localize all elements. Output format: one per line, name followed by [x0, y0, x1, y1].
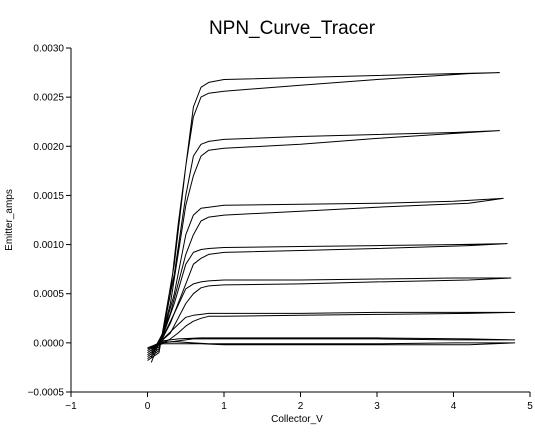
- series-line-6: [147, 311, 516, 352]
- y-tick-label: 0.0020: [33, 142, 64, 153]
- x-axis-ticks: −1 0 1 2 3 4 5: [65, 392, 533, 412]
- series-line-1: [147, 72, 500, 363]
- y-tick-label: 0.0000: [33, 338, 64, 349]
- x-tick-label: 2: [298, 401, 304, 412]
- x-tick-label: 5: [527, 401, 533, 412]
- series-line-3: [147, 197, 504, 358]
- series-line-8: [147, 341, 516, 349]
- y-tick-label: 0.0010: [33, 240, 64, 251]
- y-tick-label: 0.0015: [33, 191, 64, 202]
- y-tick-label: 0.0030: [33, 44, 64, 55]
- y-tick-label: 0.0005: [33, 289, 64, 300]
- chart-title: NPN_Curve_Tracer: [209, 18, 376, 39]
- series-line-5: [147, 277, 512, 354]
- x-axis-title: Collector_V: [271, 414, 323, 425]
- x-tick-label: 3: [374, 401, 380, 412]
- series-line-7: [147, 337, 516, 350]
- y-tick-label: −0.0005: [28, 388, 65, 399]
- y-axis-title: Emitter_amps: [4, 189, 15, 251]
- series-line-4: [147, 243, 508, 356]
- y-tick-label: 0.0025: [33, 93, 64, 104]
- x-tick-label: 4: [451, 401, 457, 412]
- series-line-2: [147, 130, 500, 360]
- x-tick-label: 1: [221, 401, 227, 412]
- x-tick-label: 0: [145, 401, 151, 412]
- series-layer: [147, 72, 516, 363]
- y-axis-ticks: −0.0005 0.0000 0.0005 0.0010 0.0015 0.0020 0.0…: [28, 44, 71, 399]
- x-tick-label: −1: [65, 401, 77, 412]
